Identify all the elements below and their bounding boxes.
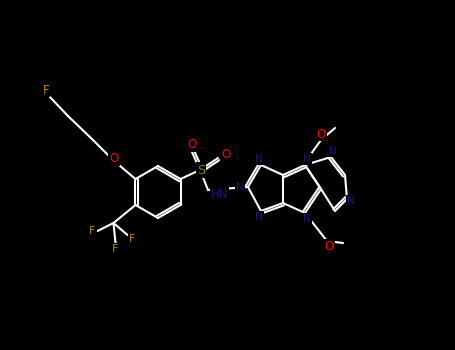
Text: F: F (89, 226, 96, 236)
Text: N: N (236, 182, 244, 192)
Text: N: N (329, 146, 337, 156)
Text: O: O (324, 239, 334, 252)
Text: O: O (109, 153, 119, 166)
Text: N: N (255, 154, 263, 164)
Text: F: F (112, 244, 119, 254)
Text: O: O (222, 148, 231, 161)
Text: N: N (255, 212, 263, 222)
Text: F: F (43, 84, 49, 97)
Text: N: N (347, 196, 355, 206)
Text: N: N (303, 154, 311, 164)
Text: HN: HN (211, 188, 228, 201)
Text: O: O (187, 139, 197, 152)
Text: S: S (197, 163, 205, 176)
Text: F: F (129, 234, 136, 244)
Text: N: N (303, 214, 311, 224)
Text: O: O (316, 127, 326, 140)
